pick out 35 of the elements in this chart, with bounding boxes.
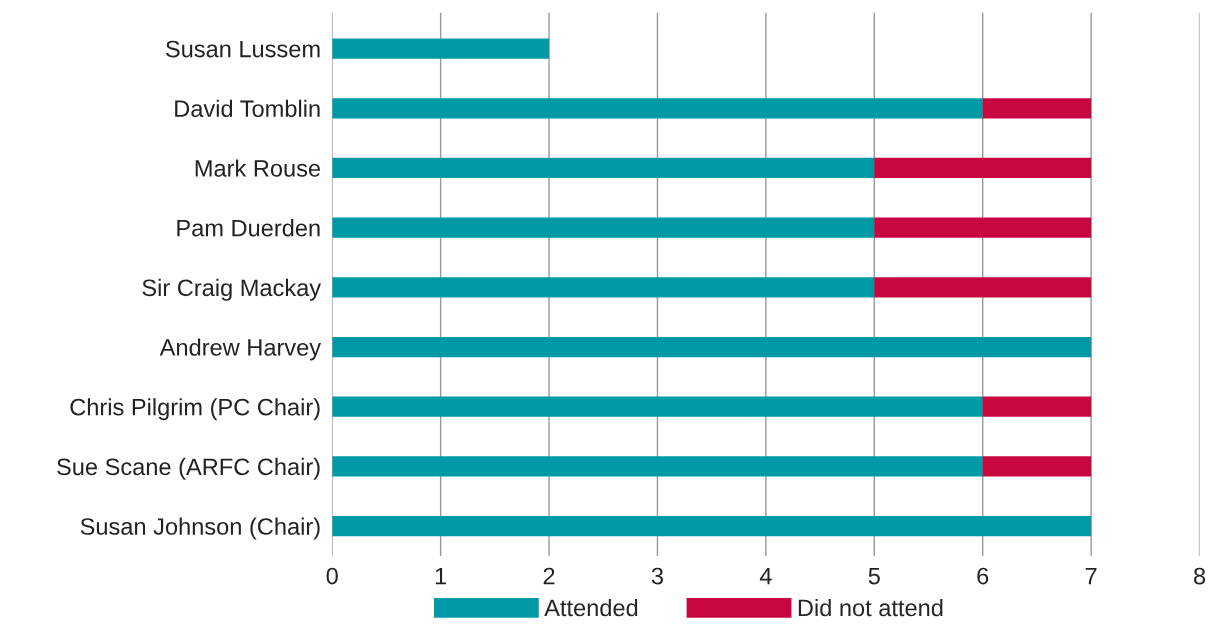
bar xyxy=(982,98,1092,119)
bar xyxy=(982,396,1092,417)
y-tick-label: Chris Pilgrim (PC Chair) xyxy=(70,398,320,421)
y-tick-label: Susan Johnson (Chair) xyxy=(80,517,320,540)
bar xyxy=(874,277,1092,298)
y-tick-label: Susan Lussem xyxy=(165,40,320,58)
x-tick-label: 1 xyxy=(435,567,447,585)
bar xyxy=(982,456,1092,477)
x-tick-label: 0 xyxy=(326,567,338,585)
x-tick-label: 7 xyxy=(1085,567,1097,585)
bar xyxy=(332,217,875,238)
bar xyxy=(332,456,983,477)
bar xyxy=(332,38,550,59)
x-tick-label: 5 xyxy=(868,567,880,585)
legend-label: Attended xyxy=(544,598,638,617)
bar xyxy=(332,157,875,179)
x-tick-label: 3 xyxy=(651,567,663,585)
bar xyxy=(874,157,1092,179)
bar xyxy=(332,277,875,298)
y-tick-label: David Tomblin xyxy=(175,99,320,118)
x-tick-label: 4 xyxy=(759,567,772,585)
bar xyxy=(332,336,1092,358)
legend-label: Did not attend xyxy=(798,598,943,617)
bar xyxy=(332,98,983,119)
y-tick-label: Mark Rouse xyxy=(195,159,321,177)
bar xyxy=(332,515,1092,537)
y-tick-label: Sue Scane (ARFC Chair) xyxy=(57,457,320,480)
x-tick-label: 6 xyxy=(977,567,989,585)
y-tick-label: Sir Craig Mackay xyxy=(142,278,322,301)
x-tick-label: 8 xyxy=(1194,567,1206,585)
bar xyxy=(332,396,983,417)
y-tick-label: Pam Duerden xyxy=(177,219,320,237)
y-tick-label: Andrew Harvey xyxy=(159,338,322,361)
bar xyxy=(874,217,1092,238)
x-tick-label: 2 xyxy=(543,567,555,585)
